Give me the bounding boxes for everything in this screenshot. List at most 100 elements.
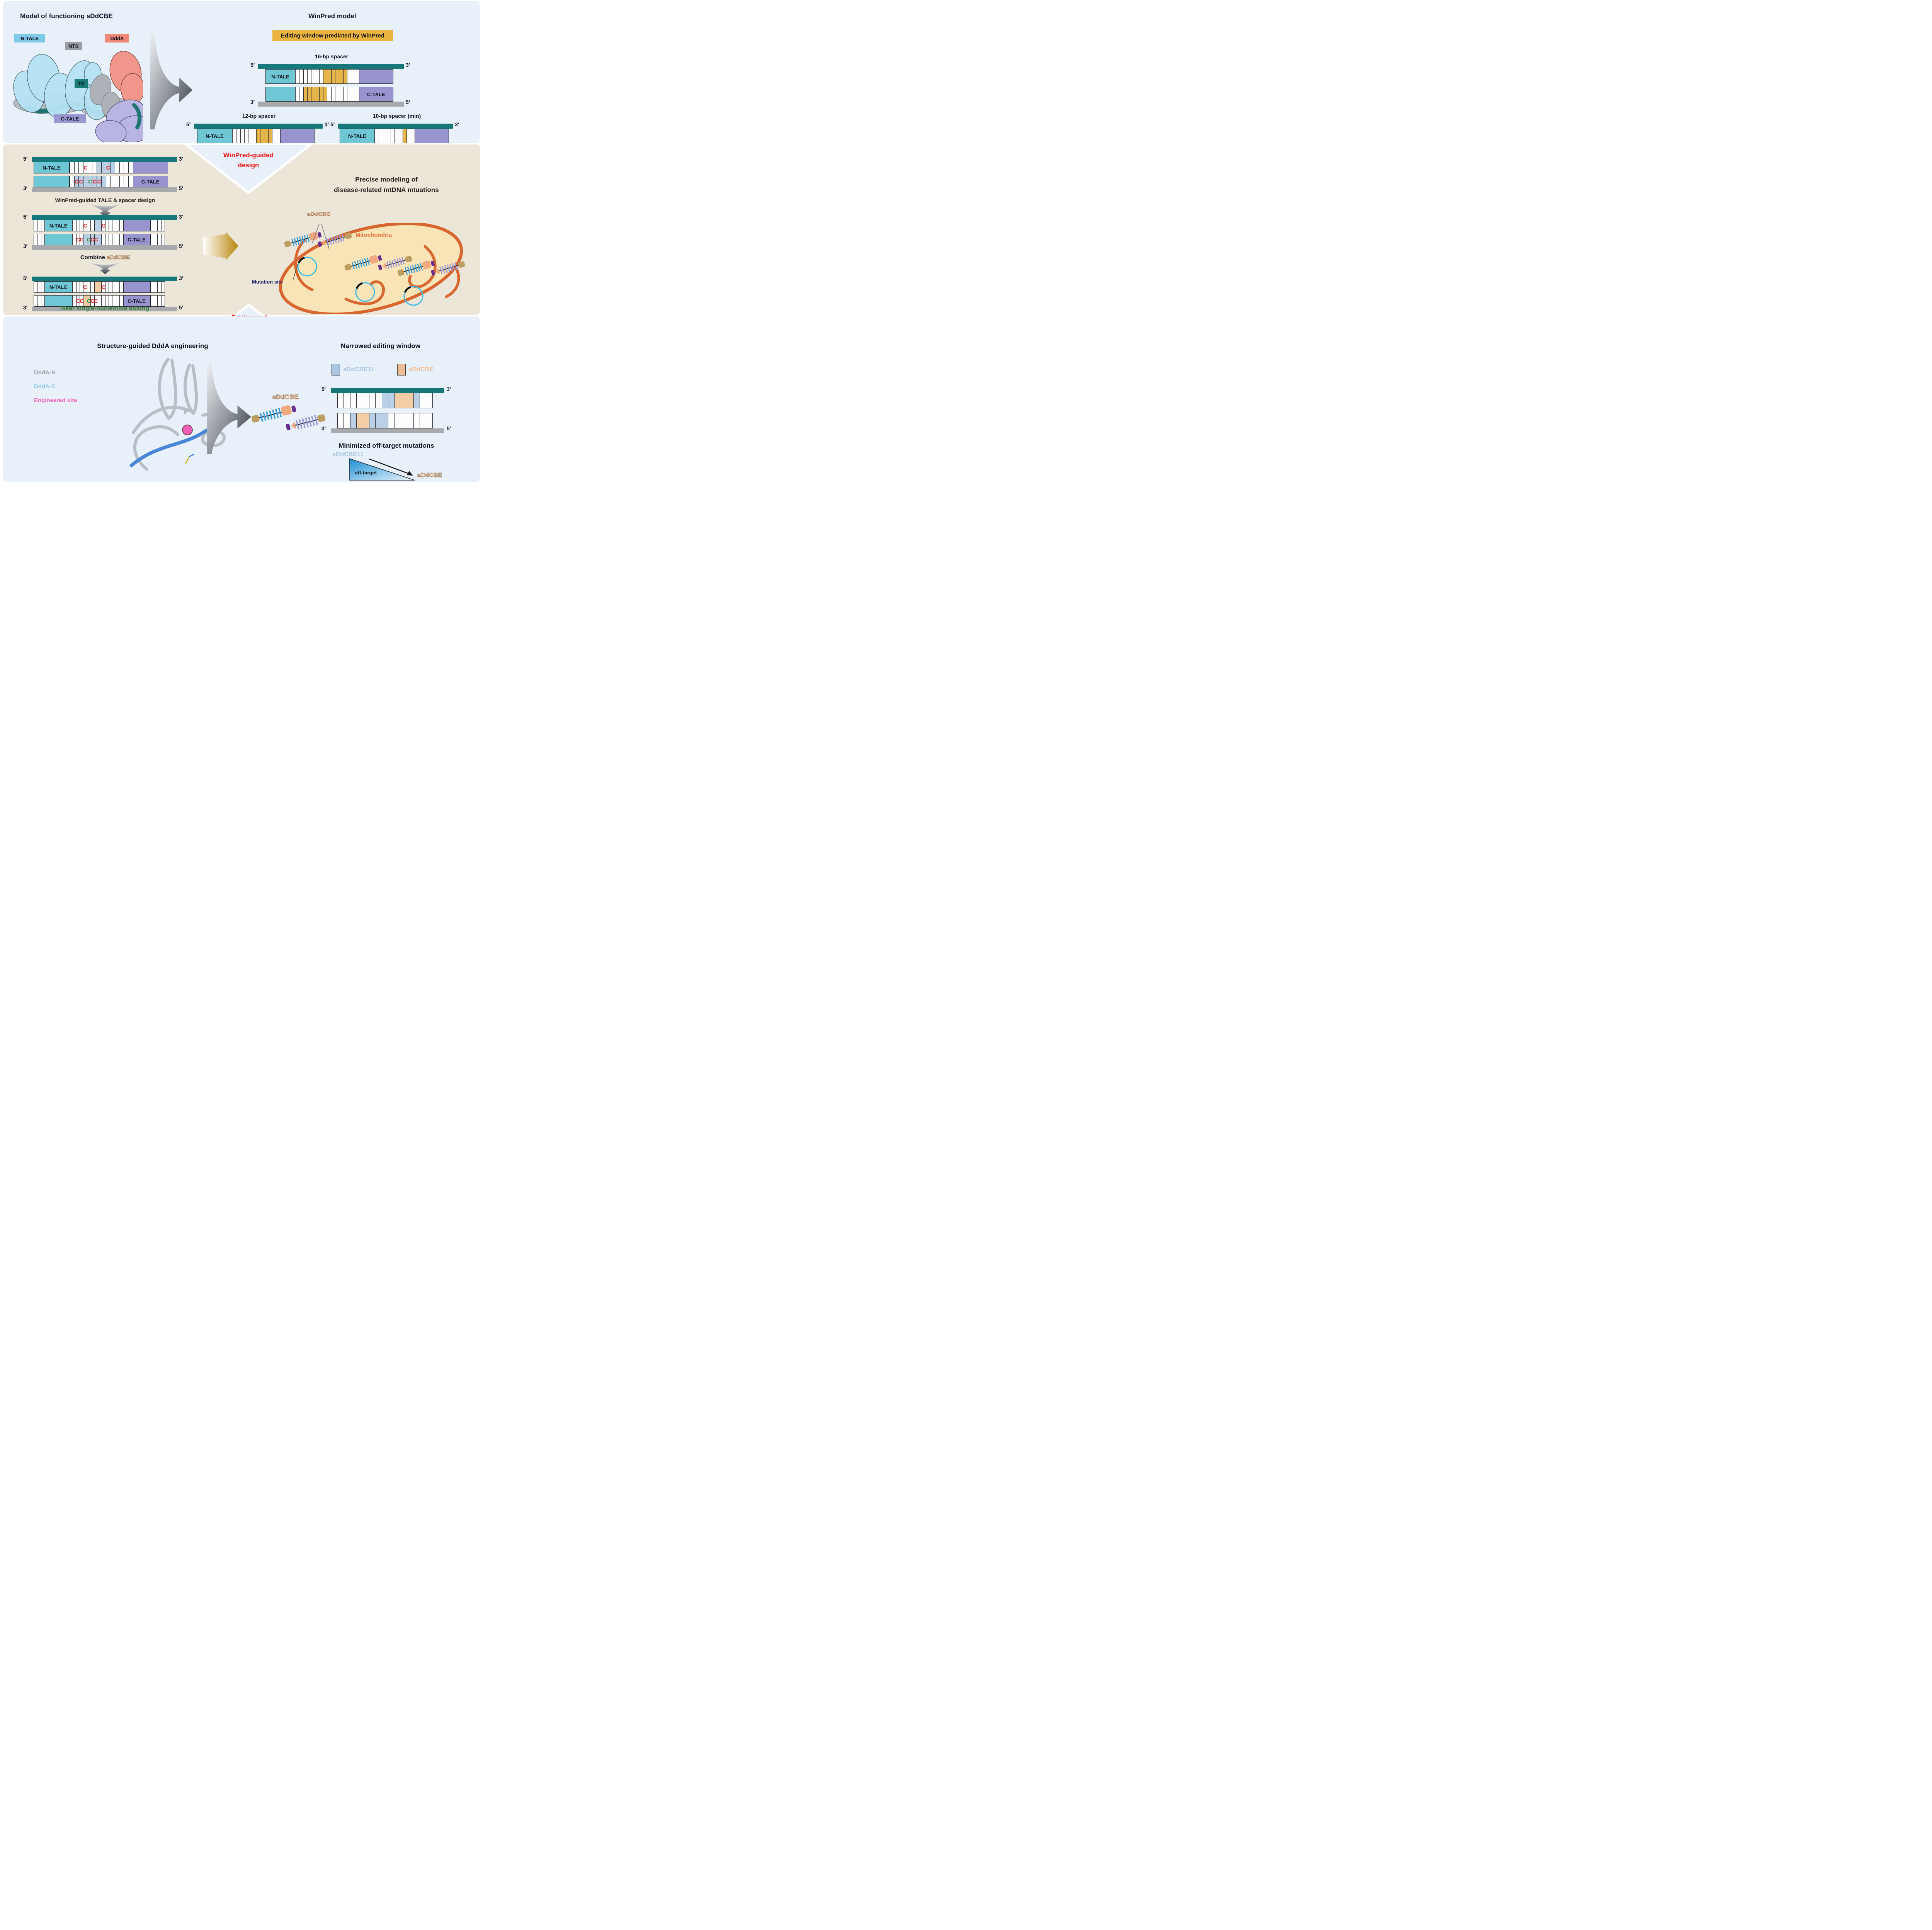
addcbe-complex-label: aDdCBE <box>272 393 299 401</box>
c-tale-block-unlabeled <box>280 129 315 143</box>
outer-cells <box>150 281 165 293</box>
spacer-cells <box>232 129 281 143</box>
n-tale-block: N-TALE <box>197 129 232 143</box>
dna-cell <box>356 413 363 428</box>
prime-label: 3′ <box>179 214 184 220</box>
prime-label: 3′ <box>23 304 28 311</box>
top-strand <box>194 124 323 129</box>
dna-cell <box>161 234 165 245</box>
prime-label: 5′ <box>179 304 184 311</box>
prime-label: 3′ <box>179 275 184 281</box>
dna-cell: C <box>78 176 84 187</box>
prime-label: 5′ <box>321 386 326 392</box>
mitochondria-label: Mitochondria <box>355 232 392 238</box>
legend-ddda-n: DddA-N <box>34 369 56 376</box>
spacer-cells <box>295 69 359 84</box>
dna-cell <box>426 393 433 408</box>
prime-label: 3′ <box>23 243 28 249</box>
prime-label: 5′ <box>179 185 184 191</box>
near-single-nucleotide-label: Near single-nucleotide editing <box>61 305 150 312</box>
narrowed-window-diagram: 5′ 3′ 3′ 5′ <box>321 377 456 440</box>
c-tale-label: C-TALE <box>54 114 86 123</box>
dna-cell <box>407 393 414 408</box>
ddda-label: DddA <box>105 34 129 42</box>
dna-cell <box>362 393 369 408</box>
prime-label: 3′ <box>406 62 410 68</box>
chevron-down-shape <box>184 144 313 194</box>
bottom-strand-row: C-TALE <box>265 87 393 102</box>
dna-cell <box>400 413 408 428</box>
outer-cells <box>150 220 165 231</box>
triangle-addcbe-label: aDdCBE <box>417 472 442 479</box>
n-tale-block-unlabeled <box>44 295 73 307</box>
top-strand <box>338 124 453 129</box>
dna-cell <box>375 393 382 408</box>
figure-canvas: Model of functioning sDdCBE <box>0 0 483 482</box>
winpred-guided-design-line1: WinPred-guided <box>223 151 274 159</box>
n-tale-block: N-TALE <box>44 281 73 293</box>
bottom-strand <box>32 245 177 250</box>
n-tale-block: N-TALE <box>44 220 73 231</box>
dna-cell <box>394 393 401 408</box>
c-tale-block-unlabeled <box>133 162 168 173</box>
window-cells <box>337 413 433 428</box>
top-strand-row: N-TALE <box>265 69 393 84</box>
n-tale-label: N-TALE <box>14 34 45 42</box>
top-strand <box>258 64 404 69</box>
prime-label: 5′ <box>330 121 335 127</box>
swoosh-arrow-top <box>150 33 192 129</box>
legend-ddda-c: DddA-C <box>34 383 56 390</box>
swoosh-arrow-bottom <box>207 363 251 454</box>
outer-cells <box>150 295 165 307</box>
yellow-arrow <box>203 232 238 260</box>
dna-cell <box>426 413 433 428</box>
dna-cell <box>350 413 357 428</box>
prime-label: 3′ <box>325 121 329 127</box>
dna-cell <box>161 295 165 307</box>
mitochondria-illustration <box>279 223 466 314</box>
prime-label: 5′ <box>250 62 255 68</box>
spacer-cells <box>295 87 359 102</box>
dna-cell <box>355 69 359 84</box>
mutation-site-label: Mutation site <box>252 279 283 285</box>
nts-label: NTS <box>65 42 82 50</box>
dna-cell <box>128 162 133 173</box>
dna-cell <box>161 220 165 231</box>
top-strand <box>331 388 444 393</box>
bottom-strand <box>258 102 404 107</box>
prime-label: 3′ <box>455 121 459 127</box>
prime-label: 5′ <box>406 99 410 105</box>
dna-cell <box>337 393 344 408</box>
triangle-sddcbe11-label: sDdCBE11 <box>332 451 364 458</box>
precise-modeling-title-1: Precise modeling of <box>355 176 418 183</box>
top-strand-row <box>337 393 433 408</box>
legend-swatch-sddcbe11 <box>332 364 340 375</box>
off-target-label: off-target <box>355 470 377 476</box>
editing-window-banner: Editing window predicted by WinPred <box>272 30 393 41</box>
n-tale-block: N-TALE <box>265 69 295 84</box>
legend-addcbe: aDdCBE <box>409 366 434 373</box>
minimized-title: Minimized off-target mutations <box>338 442 434 449</box>
addcbe-pointer-label: aDdCBE <box>307 211 331 218</box>
dna-cell <box>337 413 344 428</box>
top-left-title: Model of functioning sDdCBE <box>20 12 113 20</box>
dna-cell <box>381 413 389 428</box>
legend-engineered-site: Engineered site <box>34 397 77 404</box>
prime-label: 5′ <box>447 425 451 432</box>
bottom-strand-row <box>337 413 433 428</box>
dna-cell <box>413 413 420 428</box>
dna-cell <box>355 87 359 102</box>
step1-label: WinPred-guided TALE & spacer design <box>55 197 155 203</box>
dna-cell <box>119 281 124 293</box>
c-tale-block: C-TALE <box>123 295 150 307</box>
dna-cell <box>119 295 124 307</box>
dna-cell <box>344 393 350 408</box>
window-cells <box>337 393 433 408</box>
dna-cell <box>119 234 124 245</box>
